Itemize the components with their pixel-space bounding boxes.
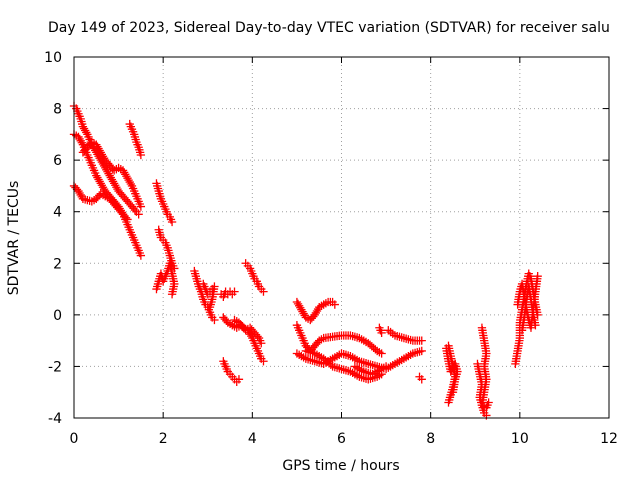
data-series bbox=[415, 372, 426, 384]
data-point bbox=[167, 217, 177, 227]
data-series bbox=[69, 101, 143, 219]
data-series bbox=[241, 259, 268, 296]
data-point bbox=[205, 302, 215, 312]
data-series bbox=[199, 279, 219, 312]
data-point bbox=[257, 339, 266, 348]
data-point bbox=[444, 398, 453, 407]
data-point bbox=[210, 315, 219, 325]
x-tick-label: 0 bbox=[70, 431, 79, 447]
y-tick-label: -4 bbox=[48, 411, 62, 427]
x-tick-label: 6 bbox=[337, 431, 346, 447]
y-tick-label: 4 bbox=[53, 205, 62, 221]
data-series bbox=[292, 297, 339, 325]
data-series bbox=[477, 323, 493, 412]
data-point bbox=[377, 328, 386, 338]
data-point bbox=[167, 290, 177, 299]
data-point bbox=[259, 287, 268, 296]
data-point bbox=[234, 375, 244, 384]
y-tick-labels: -4 -2 0 2 4 6 8 10 bbox=[44, 50, 62, 427]
data-series bbox=[384, 326, 426, 345]
data-point bbox=[484, 398, 493, 407]
data-point bbox=[230, 287, 239, 296]
y-tick-label: 2 bbox=[53, 256, 62, 272]
data-series bbox=[473, 359, 491, 420]
data-series bbox=[154, 225, 179, 273]
data-point bbox=[531, 321, 540, 330]
data-series bbox=[350, 362, 391, 379]
x-tick-label: 2 bbox=[159, 431, 168, 447]
data-point bbox=[136, 150, 146, 160]
data-point bbox=[417, 375, 426, 384]
data-point bbox=[417, 336, 426, 345]
x-tick-label: 12 bbox=[600, 431, 618, 447]
y-axis-label: SDTVAR / TECUs bbox=[6, 181, 22, 296]
chart-title: Day 149 of 2023, Sidereal Day-to-day VTE… bbox=[48, 20, 610, 36]
plot-frame bbox=[73, 56, 610, 419]
x-axis-label: GPS time / hours bbox=[282, 458, 399, 474]
data-point bbox=[381, 362, 391, 371]
data-series bbox=[69, 181, 132, 224]
y-tick-label: 10 bbox=[44, 50, 62, 66]
data-point bbox=[448, 388, 458, 397]
x-tick-label: 10 bbox=[511, 431, 529, 447]
x-tick-label: 4 bbox=[248, 431, 257, 447]
y-tick-label: 8 bbox=[53, 102, 62, 118]
data-point bbox=[533, 272, 542, 281]
data-point bbox=[136, 202, 146, 211]
data-series bbox=[216, 287, 239, 301]
data-series bbox=[375, 323, 386, 338]
data-point bbox=[330, 300, 339, 309]
data-point bbox=[259, 357, 268, 366]
data-series bbox=[152, 179, 177, 227]
y-tick-label: -2 bbox=[48, 359, 62, 375]
data-point bbox=[134, 210, 143, 219]
data-point bbox=[417, 346, 426, 356]
x-tick-labels: 0 2 4 6 8 10 12 bbox=[70, 431, 618, 447]
y-tick-label: 0 bbox=[53, 308, 62, 324]
data-point bbox=[136, 251, 146, 260]
data-series bbox=[219, 357, 244, 387]
data-point bbox=[123, 215, 132, 224]
data-series bbox=[517, 282, 540, 335]
data-series bbox=[125, 119, 146, 160]
data-series bbox=[219, 313, 266, 348]
data-point bbox=[377, 349, 386, 358]
x-tick-label: 8 bbox=[426, 431, 435, 447]
grid bbox=[74, 57, 609, 418]
data-series bbox=[230, 315, 268, 366]
data-points bbox=[69, 101, 542, 420]
data-series bbox=[442, 344, 462, 397]
data-series bbox=[152, 259, 179, 299]
y-tick-label: 6 bbox=[53, 153, 62, 169]
data-series bbox=[78, 137, 146, 211]
